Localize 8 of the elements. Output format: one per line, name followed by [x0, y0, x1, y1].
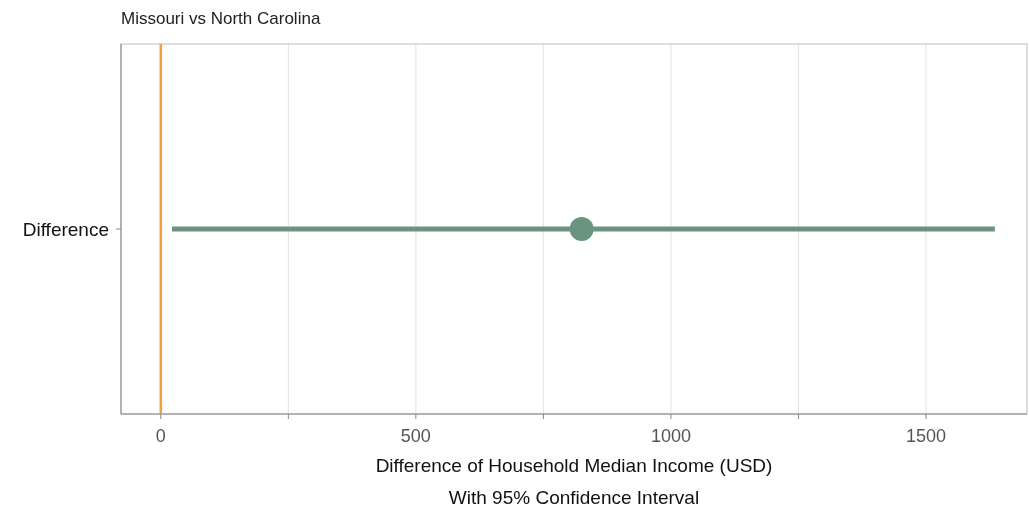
x-tick-label: 1000: [650, 426, 691, 446]
x-axis-title: Difference of Household Median Income (USD): [375, 455, 773, 476]
chart-title: Missouri vs North Carolina: [121, 9, 321, 28]
x-tick-label: 1500: [905, 426, 947, 446]
x-tick-label: 0: [155, 426, 166, 446]
text: With 95% Confidence Interval: [448, 487, 700, 508]
x-tick-label: 500: [400, 426, 431, 446]
y-tick-label: Difference: [22, 219, 109, 240]
